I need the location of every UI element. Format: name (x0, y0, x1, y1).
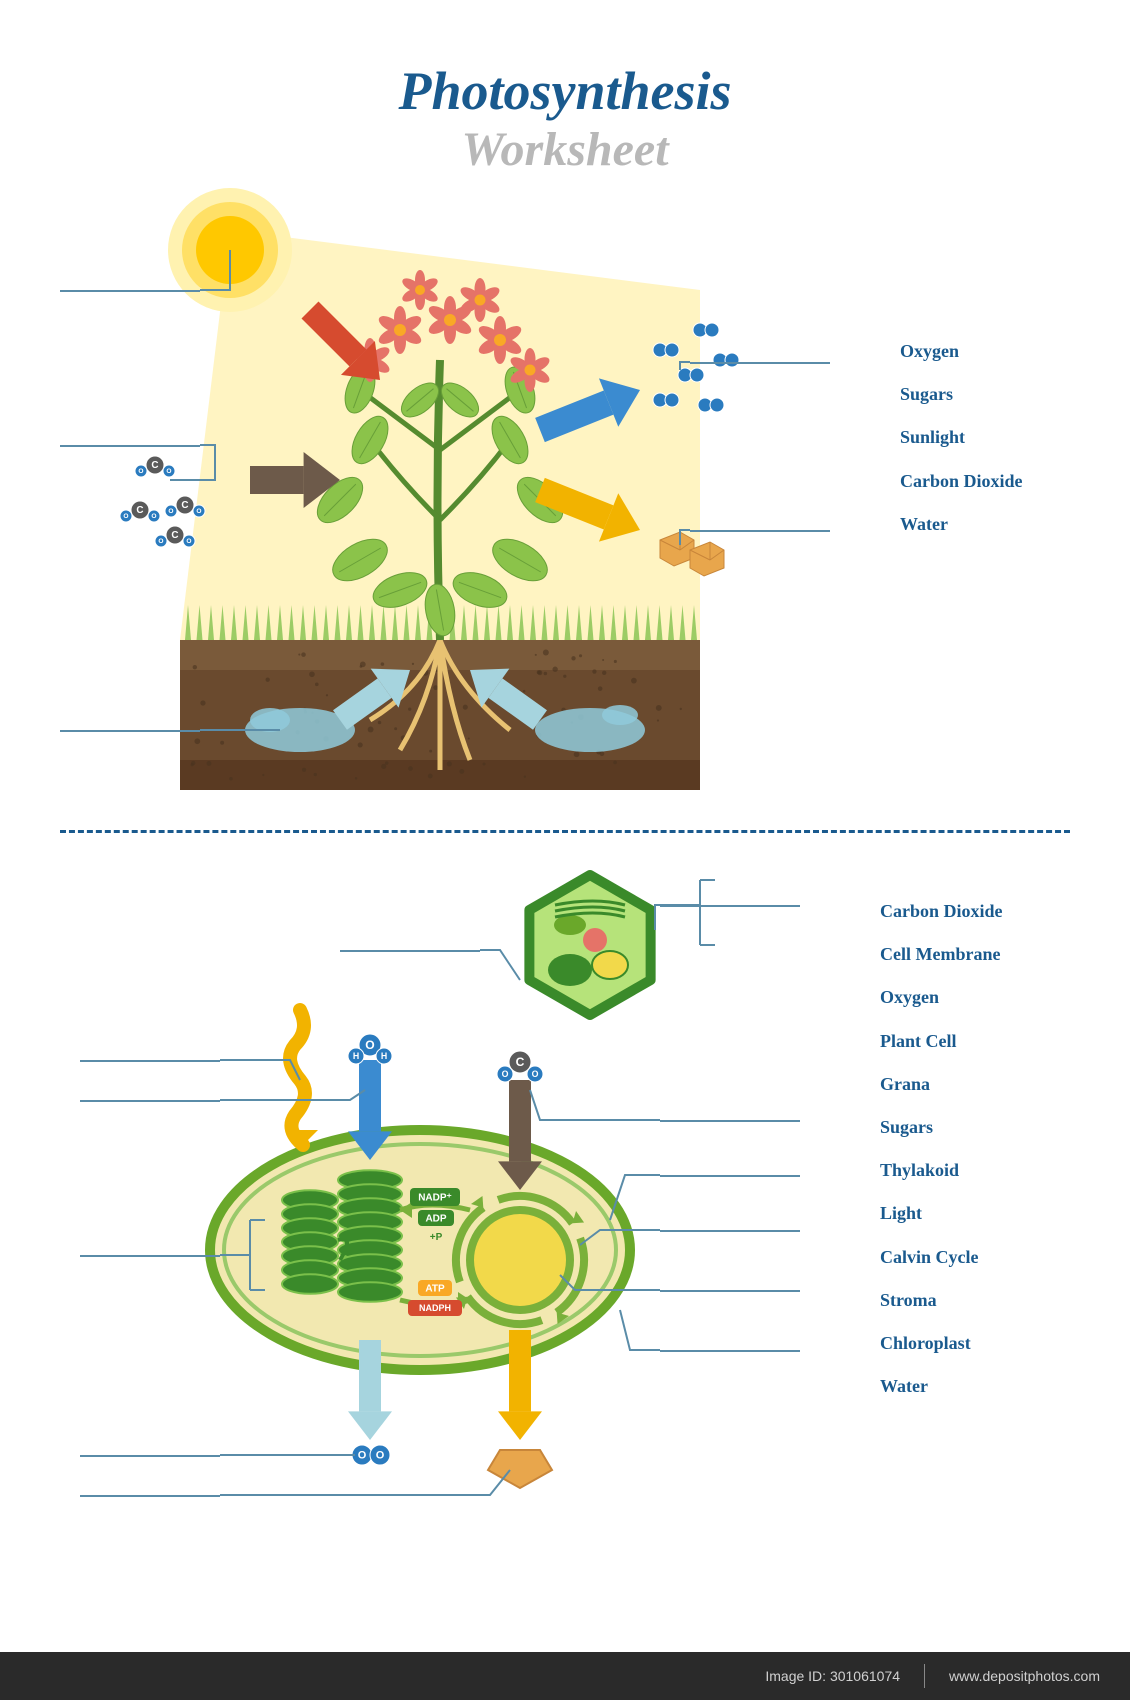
blank-line[interactable] (60, 290, 200, 292)
svg-text:O: O (532, 1069, 539, 1079)
wordbank-item: Light (880, 1192, 1003, 1235)
wordbank-item: Carbon Dioxide (880, 890, 1003, 933)
wordbank-item: Carbon Dioxide (900, 460, 1023, 503)
wordbank-item: Water (900, 503, 1023, 546)
wordbank-item: Water (880, 1365, 1003, 1408)
svg-text:C: C (171, 530, 178, 541)
wordbank-item: Oxygen (880, 976, 1003, 1019)
blank-line[interactable] (660, 1175, 800, 1177)
svg-text:NADP⁺: NADP⁺ (418, 1193, 452, 1204)
wordbank-item: Sugars (900, 373, 1023, 416)
blank-line[interactable] (80, 1495, 220, 1497)
blank-line[interactable] (660, 1120, 800, 1122)
svg-text:O: O (158, 538, 163, 545)
svg-text:H: H (353, 1051, 359, 1061)
blank-line[interactable] (660, 1350, 800, 1352)
wordbank-item: Sugars (880, 1106, 1003, 1149)
footer-bar: Image ID: 301061074 www.depositphotos.co… (0, 1652, 1130, 1700)
blank-line[interactable] (690, 362, 830, 364)
svg-text:+P: +P (430, 1232, 443, 1243)
wordbank-top: OxygenSugarsSunlightCarbon DioxideWater (900, 330, 1023, 546)
site-url: www.depositphotos.com (949, 1668, 1100, 1684)
wordbank-item: Plant Cell (880, 1020, 1003, 1063)
wordbank-item: Oxygen (900, 330, 1023, 373)
blank-line[interactable] (660, 1230, 800, 1232)
footer-separator (924, 1664, 925, 1688)
blank-line[interactable] (80, 1100, 220, 1102)
blank-line[interactable] (80, 1060, 220, 1062)
blank-line[interactable] (60, 730, 200, 732)
blank-line[interactable] (60, 445, 200, 447)
svg-text:O: O (123, 513, 128, 520)
wordbank-bottom: Carbon DioxideCell MembraneOxygenPlant C… (880, 890, 1003, 1408)
blank-line[interactable] (690, 530, 830, 532)
svg-text:NADPH: NADPH (419, 1303, 451, 1313)
svg-text:O: O (196, 508, 201, 515)
svg-text:C: C (516, 1055, 525, 1069)
wordbank-item: Stroma (880, 1279, 1003, 1322)
wordbank-item: Calvin Cycle (880, 1236, 1003, 1279)
image-id: Image ID: 301061074 (765, 1668, 900, 1684)
wordbank-item: Grana (880, 1063, 1003, 1106)
svg-text:ADP: ADP (425, 1214, 446, 1225)
svg-text:O: O (502, 1069, 509, 1079)
svg-text:O: O (138, 468, 143, 475)
blank-line[interactable] (340, 950, 480, 952)
svg-text:O: O (186, 538, 191, 545)
wordbank-item: Thylakoid (880, 1149, 1003, 1192)
svg-text:O: O (365, 1038, 374, 1052)
blank-line[interactable] (660, 905, 800, 907)
blank-line[interactable] (660, 1290, 800, 1292)
svg-text:H: H (381, 1051, 387, 1061)
svg-text:C: C (151, 460, 158, 471)
svg-text:O: O (151, 513, 156, 520)
blank-line[interactable] (80, 1455, 220, 1457)
blank-line[interactable] (80, 1255, 220, 1257)
wordbank-item: Sunlight (900, 416, 1023, 459)
wordbank-item: Cell Membrane (880, 933, 1003, 976)
svg-text:O: O (166, 468, 171, 475)
svg-text:O: O (168, 508, 173, 515)
svg-text:ATP: ATP (425, 1284, 445, 1295)
svg-text:O: O (376, 1450, 385, 1462)
svg-text:O: O (358, 1450, 367, 1462)
wordbank-item: Chloroplast (880, 1322, 1003, 1365)
svg-text:C: C (136, 505, 143, 516)
svg-text:C: C (181, 500, 188, 511)
